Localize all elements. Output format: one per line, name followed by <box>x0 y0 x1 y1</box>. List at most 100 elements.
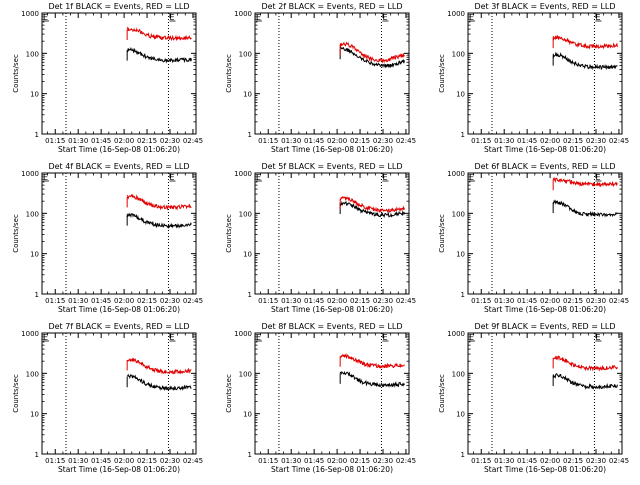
y-tick-label: 1000 <box>21 330 39 338</box>
y-tick-label: 10 <box>456 411 465 419</box>
y-axis-label: Counts/sec <box>225 374 233 413</box>
y-tick-label: 100 <box>452 210 465 218</box>
plot-frame <box>467 172 623 295</box>
y-axis-label: Counts/sec <box>438 214 446 253</box>
x-tick-label: 02:30 <box>373 137 393 145</box>
x-tick-label: 02:00 <box>114 297 134 305</box>
y-tick-label: 10 <box>456 251 465 259</box>
y-tick-label: 1000 <box>447 330 465 338</box>
x-tick-label: 01:45 <box>304 457 324 465</box>
chart-title: Det 9f BLACK = Events, RED = LLD <box>474 322 615 331</box>
plot-frame <box>254 12 410 135</box>
chart-title: Det 8f BLACK = Events, RED = LLD <box>261 322 402 331</box>
start-flag-label: E <box>256 13 261 22</box>
chart-panel-4: Det 4f BLACK = Events, RED = LLD 1 10 100 10… <box>12 162 203 314</box>
chart-title: Det 6f BLACK = Events, RED = LLD <box>474 162 615 171</box>
time-marker-label: E <box>595 333 600 342</box>
x-tick-label: 02:15 <box>137 297 157 305</box>
x-tick-label: 02:45 <box>396 457 416 465</box>
y-tick-label: 1000 <box>234 330 252 338</box>
chart-title: Det 3f BLACK = Events, RED = LLD <box>474 2 615 11</box>
y-tick-label: 100 <box>26 50 39 58</box>
x-tick-label: 01:30 <box>281 137 301 145</box>
start-flag-label: E <box>43 173 48 182</box>
chart-panel-3: Det 3f BLACK = Events, RED = LLD 1 10 100 10… <box>438 2 629 154</box>
x-tick-label: 01:45 <box>304 137 324 145</box>
y-tick-label: 100 <box>239 210 252 218</box>
x-tick-label: 02:15 <box>350 137 370 145</box>
y-tick-label: 10 <box>30 251 39 259</box>
plot-frame <box>467 12 623 135</box>
y-tick-label: 100 <box>239 370 252 378</box>
x-tick-label: 02:00 <box>540 137 560 145</box>
y-axis-label: Counts/sec <box>12 54 20 93</box>
chart-title: Det 7f BLACK = Events, RED = LLD <box>48 322 189 331</box>
x-tick-label: 01:15 <box>258 457 278 465</box>
series-line-lld <box>340 352 405 369</box>
x-tick-label: 02:15 <box>563 297 583 305</box>
x-axis-label: Start Time (16-Sep-08 01:06:20) <box>58 145 180 154</box>
x-tick-label: 02:30 <box>586 457 606 465</box>
x-tick-label: 02:00 <box>540 297 560 305</box>
plot-frame <box>254 172 410 295</box>
series-line-events <box>552 51 618 71</box>
x-tick-label: 02:00 <box>114 457 134 465</box>
y-tick-label: 1 <box>35 451 39 459</box>
x-tick-label: 02:15 <box>350 297 370 305</box>
x-tick-label: 02:45 <box>609 137 629 145</box>
series-line-events <box>339 45 405 69</box>
y-tick-label: 100 <box>239 50 252 58</box>
x-tick-label: 02:45 <box>183 297 203 305</box>
y-tick-label: 1000 <box>21 170 39 178</box>
x-tick-label: 02:00 <box>327 297 347 305</box>
x-tick-label: 01:45 <box>517 297 537 305</box>
series-line-events <box>552 373 618 390</box>
series-line-lld <box>552 355 618 372</box>
chart-panel-5: Det 5f BLACK = Events, RED = LLD 1 10 100 10… <box>225 162 416 314</box>
x-tick-label: 02:15 <box>137 137 157 145</box>
x-tick-label: 02:45 <box>609 457 629 465</box>
x-tick-label: 01:45 <box>304 297 324 305</box>
y-axis-label: Counts/sec <box>225 214 233 253</box>
x-tick-label: 01:30 <box>281 297 301 305</box>
x-tick-label: 02:00 <box>327 457 347 465</box>
y-tick-label: 10 <box>243 251 252 259</box>
y-tick-label: 1 <box>248 451 252 459</box>
x-tick-label: 01:15 <box>471 297 491 305</box>
x-tick-label: 02:30 <box>586 297 606 305</box>
time-marker-label: E <box>382 333 387 342</box>
series-line-lld <box>126 26 192 42</box>
x-tick-label: 01:15 <box>45 457 65 465</box>
x-tick-label: 02:45 <box>396 297 416 305</box>
x-tick-label: 02:30 <box>373 457 393 465</box>
series-line-lld <box>552 35 618 50</box>
series-line-events <box>126 212 192 229</box>
series-line-events <box>552 199 618 218</box>
y-tick-label: 10 <box>30 91 39 99</box>
x-tick-label: 01:45 <box>517 457 537 465</box>
y-tick-label: 100 <box>452 50 465 58</box>
y-axis-label: Counts/sec <box>438 374 446 413</box>
time-marker-label: E <box>382 173 387 182</box>
series-line-events <box>339 370 405 388</box>
x-tick-label: 01:15 <box>258 137 278 145</box>
x-tick-label: 01:30 <box>494 137 514 145</box>
y-tick-label: 1 <box>248 131 252 139</box>
y-axis-label: Counts/sec <box>12 214 20 253</box>
x-tick-label: 01:45 <box>91 137 111 145</box>
chart-title: Det 1f BLACK = Events, RED = LLD <box>48 2 189 11</box>
plot-frame <box>41 172 197 295</box>
time-marker-label: E <box>169 13 174 22</box>
plot-frame <box>254 332 410 455</box>
x-tick-label: 01:30 <box>68 297 88 305</box>
y-tick-label: 10 <box>243 91 252 99</box>
y-tick-label: 1 <box>461 291 465 299</box>
time-marker-label: E <box>169 173 174 182</box>
x-tick-label: 01:15 <box>471 137 491 145</box>
y-tick-label: 1000 <box>234 170 252 178</box>
y-tick-label: 10 <box>243 411 252 419</box>
y-tick-label: 1000 <box>21 10 39 18</box>
x-tick-label: 02:00 <box>540 457 560 465</box>
